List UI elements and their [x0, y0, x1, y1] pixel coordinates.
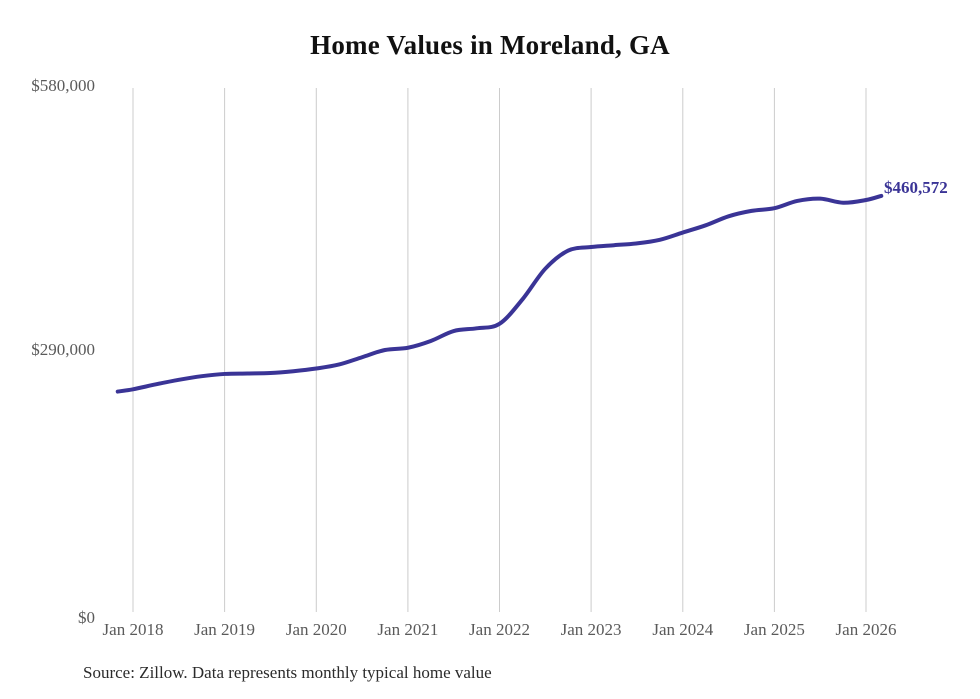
chart-title: Home Values in Moreland, GA [310, 30, 670, 60]
x-axis-tick-label-jan-2020: Jan 2020 [285, 620, 347, 639]
y-axis-tick-label-middle: $290,000 [31, 340, 95, 359]
x-axis-tick-label-jan-2025: Jan 2025 [743, 620, 805, 639]
x-axis-tick-label-jan-2022: Jan 2022 [469, 620, 530, 639]
x-axis-tick-label-jan-2021: Jan 2021 [377, 620, 439, 639]
x-axis-tick-label-jan-2024: Jan 2024 [652, 620, 714, 639]
x-axis-tick-label-jan-2019: Jan 2019 [194, 620, 256, 639]
y-axis-tick-label-bottom: $0 [78, 608, 95, 627]
y-axis-tick-label-top: $580,000 [31, 76, 95, 95]
x-axis-tick-label-jan-2018: Jan 2018 [102, 620, 164, 639]
x-axis-tick-label-jan-2026: Jan 2026 [835, 620, 897, 639]
vertical-gridlines [132, 88, 867, 612]
x-axis-tick-label-jan-2023: Jan 2023 [560, 620, 622, 639]
source-note: Source: Zillow. Data represents monthly … [83, 663, 492, 682]
end-value-annotation: $460,572 [884, 178, 948, 197]
home-value-series-line [115, 193, 884, 394]
